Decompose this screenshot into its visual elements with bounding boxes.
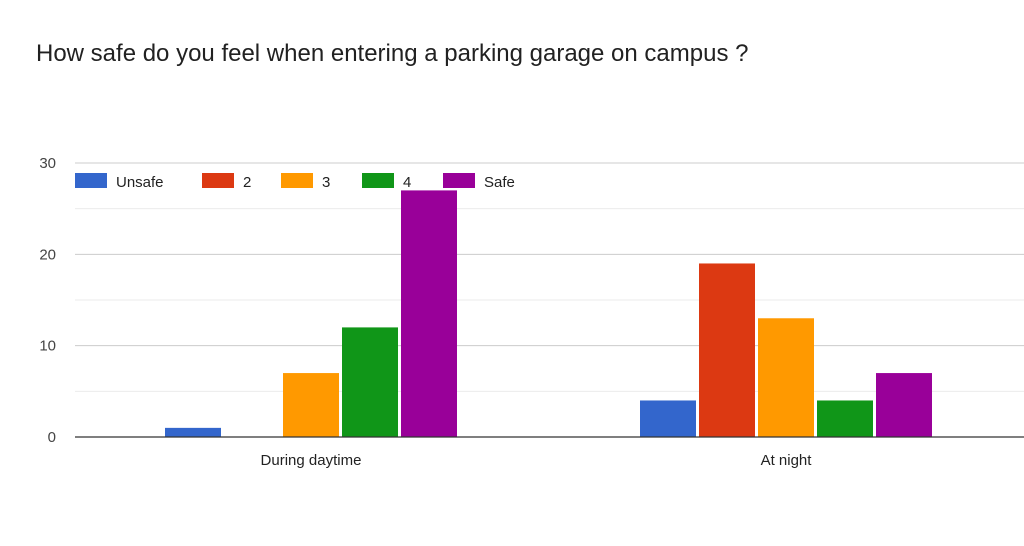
legend-item: 2 xyxy=(202,173,251,191)
legend-item: Safe xyxy=(443,173,515,191)
bar-unsafe-during-daytime xyxy=(165,427,221,437)
bar-2-at-night xyxy=(699,263,755,437)
legend-swatch xyxy=(443,173,475,188)
legend-item: Unsafe xyxy=(75,173,164,191)
x-category-label: During daytime xyxy=(261,452,362,469)
legend-label: Unsafe xyxy=(116,174,164,191)
x-category-label: At night xyxy=(761,452,813,469)
legend-item: 3 xyxy=(281,173,330,191)
legend-label: 2 xyxy=(243,174,251,191)
bar-safe-during-daytime xyxy=(401,190,457,437)
bar-3-during-daytime xyxy=(283,373,339,437)
y-tick-label: 0 xyxy=(48,429,56,446)
bar-3-at-night xyxy=(758,318,814,437)
gridlines xyxy=(75,162,1024,392)
y-tick-label: 20 xyxy=(39,246,56,263)
bar-4-at-night xyxy=(817,400,873,437)
bar-4-during-daytime xyxy=(342,327,398,437)
bars xyxy=(165,190,932,437)
legend-label: 4 xyxy=(403,174,411,191)
bar-safe-at-night xyxy=(876,373,932,437)
y-tick-label: 10 xyxy=(39,338,56,355)
x-axis-categories: During daytime At night xyxy=(261,452,813,469)
legend: Unsafe 2 3 4 Safe xyxy=(75,173,515,191)
y-tick-label: 30 xyxy=(39,155,56,172)
chart-title: How safe do you feel when entering a par… xyxy=(36,40,749,67)
legend-item: 4 xyxy=(362,173,411,191)
legend-label: 3 xyxy=(322,174,330,191)
legend-swatch xyxy=(202,173,234,188)
legend-label: Safe xyxy=(484,174,515,191)
legend-swatch xyxy=(75,173,107,188)
y-axis-ticks: 0 10 20 30 xyxy=(39,155,56,446)
legend-swatch xyxy=(281,173,313,188)
bar-unsafe-at-night xyxy=(640,400,696,437)
legend-swatch xyxy=(362,173,394,188)
